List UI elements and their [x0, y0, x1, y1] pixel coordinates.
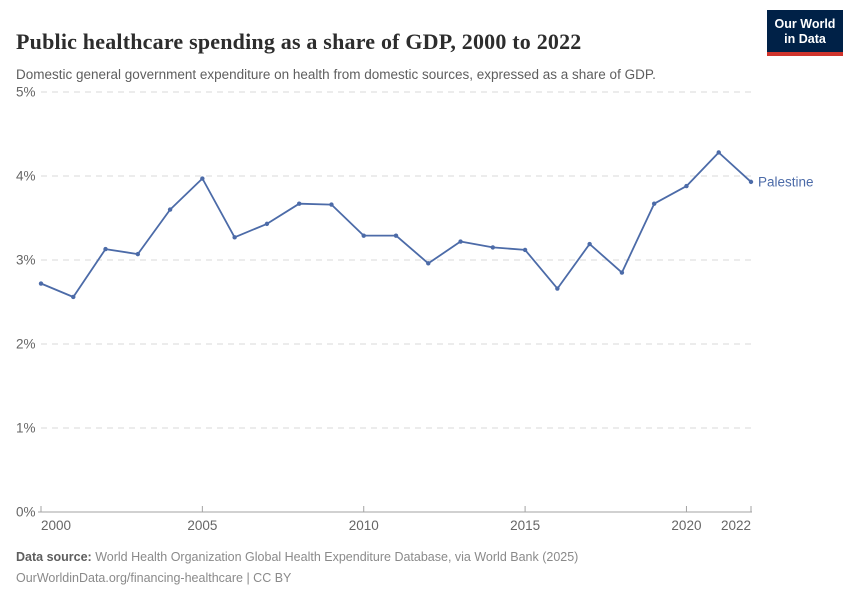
data-point — [71, 294, 76, 300]
x-tick-label: 2005 — [187, 518, 217, 533]
data-point — [393, 233, 399, 238]
data-point — [103, 246, 108, 252]
owid-logo-line2: in Data — [784, 32, 826, 46]
data-point — [555, 286, 560, 291]
data-point — [748, 179, 754, 185]
y-tick-label: 0% — [16, 505, 36, 520]
page-subtitle: Domestic general government expenditure … — [16, 66, 656, 82]
data-point — [167, 207, 173, 212]
data-source-label: Data source: — [16, 550, 92, 564]
data-point — [135, 251, 141, 257]
data-point — [684, 183, 689, 189]
data-point — [296, 201, 302, 206]
x-tick-label: 2010 — [349, 518, 379, 533]
data-point — [329, 202, 334, 207]
data-point — [619, 270, 625, 275]
series-line-palestine — [40, 151, 752, 298]
data-point — [232, 235, 237, 240]
y-tick-label: 3% — [16, 253, 36, 268]
data-point — [587, 241, 592, 247]
x-tick-label: 2022 — [721, 518, 751, 533]
x-tick-label: 2000 — [41, 518, 71, 533]
y-tick-label: 5% — [16, 85, 36, 100]
data-point — [716, 150, 721, 155]
chart-area: 0% 1% 2% 3% 4% 5% 2000 2005 2010 2015 2020 2022 Pale… — [0, 78, 850, 538]
data-point — [264, 221, 270, 227]
license-line: OurWorldinData.org/financing-healthcare … — [16, 571, 292, 585]
data-point — [458, 239, 463, 244]
chart-footer: Data source: World Health Organization G… — [16, 547, 796, 589]
data-point — [38, 281, 44, 286]
data-point — [361, 233, 366, 238]
line-chart: 0% 1% 2% 3% 4% 5% 2000 2005 2010 2015 2020 2022 Pale… — [16, 85, 814, 534]
x-tick-label: 2020 — [671, 518, 701, 533]
owid-logo-line1: Our World — [774, 17, 836, 31]
data-point — [490, 245, 496, 250]
data-point — [200, 176, 205, 181]
data-point — [651, 201, 657, 206]
data-point — [426, 261, 431, 266]
page-title: Public healthcare spending as a share of… — [16, 28, 582, 54]
series-label-palestine: Palestine — [758, 174, 814, 189]
y-tick-label: 2% — [16, 337, 36, 352]
data-point — [522, 247, 528, 253]
x-tick-label: 2015 — [510, 518, 540, 533]
data-source-line: Data source: World Health Organization G… — [16, 547, 796, 568]
owid-logo: Our World in Data — [767, 10, 843, 56]
data-source-text: World Health Organization Global Health … — [91, 550, 579, 564]
y-tick-label: 4% — [16, 169, 36, 184]
y-tick-label: 1% — [16, 421, 36, 436]
